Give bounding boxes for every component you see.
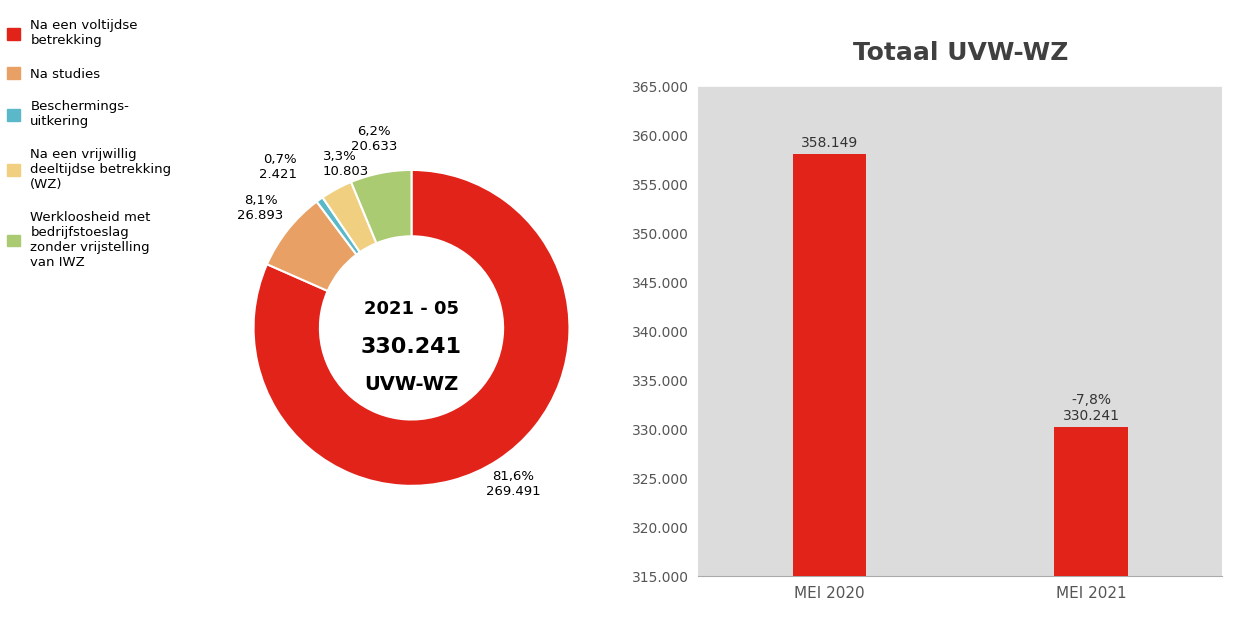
Bar xyxy=(698,136,1222,184)
Bar xyxy=(698,184,1222,234)
Bar xyxy=(1055,427,1127,640)
Bar xyxy=(698,478,1222,527)
Legend: Na een voltijdse
betrekking, Na studies, Beschermings-
uitkering, Na een vrijwil: Na een voltijdse betrekking, Na studies,… xyxy=(6,19,172,269)
Text: 2021 - 05: 2021 - 05 xyxy=(364,300,459,318)
Text: 0,7%
2.421: 0,7% 2.421 xyxy=(258,154,297,181)
Text: UVW-WZ: UVW-WZ xyxy=(364,375,459,394)
Wedge shape xyxy=(323,182,377,252)
Bar xyxy=(698,380,1222,429)
Text: -7,8%
330.241: -7,8% 330.241 xyxy=(1062,393,1120,423)
Text: 3,3%
10.803: 3,3% 10.803 xyxy=(323,150,369,178)
Wedge shape xyxy=(253,170,570,486)
Bar xyxy=(698,332,1222,380)
Text: 330.241: 330.241 xyxy=(362,337,461,357)
Bar xyxy=(698,527,1222,576)
Wedge shape xyxy=(267,202,357,291)
Text: 358.149: 358.149 xyxy=(801,136,858,150)
Bar xyxy=(793,154,865,640)
Bar xyxy=(698,234,1222,282)
Wedge shape xyxy=(352,170,412,243)
Text: 6,2%
20.633: 6,2% 20.633 xyxy=(350,125,397,153)
Title: Totaal UVW-WZ: Totaal UVW-WZ xyxy=(853,41,1067,65)
Bar xyxy=(698,86,1222,136)
Text: 81,6%
269.491: 81,6% 269.491 xyxy=(486,470,541,498)
Text: 8,1%
26.893: 8,1% 26.893 xyxy=(237,194,283,222)
Bar xyxy=(698,429,1222,478)
Wedge shape xyxy=(317,197,360,255)
Bar xyxy=(698,282,1222,332)
